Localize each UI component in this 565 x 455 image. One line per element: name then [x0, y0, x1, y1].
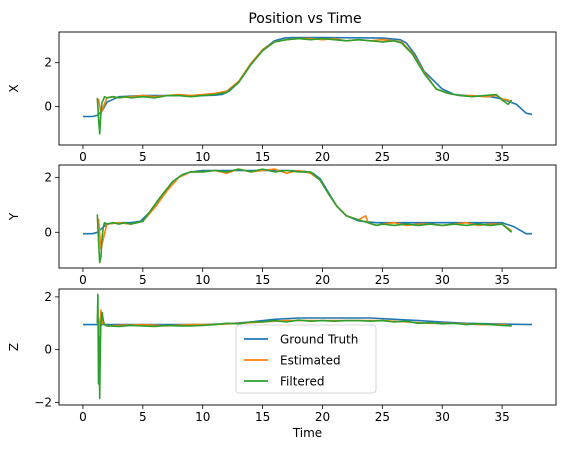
subplot-3: 0 5 10 15 20 25 30 35 −2 0 2 Z Time Ground Truth Estim…	[7, 288, 557, 440]
x-tick-label: 30	[435, 150, 450, 164]
x-tick-label: 10	[195, 410, 210, 424]
series-group	[83, 293, 533, 400]
chart-title: Position vs Time	[248, 11, 361, 27]
series-group	[83, 168, 532, 264]
x-tick-label: 0	[79, 410, 87, 424]
series-group	[83, 36, 533, 135]
x-tick-label: 15	[255, 273, 270, 287]
x-tick-label: 0	[79, 273, 87, 287]
x-tick-label: 30	[435, 410, 450, 424]
legend-label: Estimated	[280, 354, 341, 368]
x-tick-label: 0	[79, 150, 87, 164]
x-tick-label: 5	[139, 273, 147, 287]
legend-label: Filtered	[280, 375, 324, 389]
x-tick-label: 15	[255, 410, 270, 424]
axes-frame	[58, 288, 557, 406]
x-tick-label: 5	[139, 150, 147, 164]
x-tick-label: 35	[494, 150, 509, 164]
y-tick-label: 0	[44, 100, 52, 114]
legend-box	[235, 324, 377, 394]
y-tick-label: −2	[34, 395, 52, 409]
subplot-2: 0 5 10 15 20 25 30 35 0 2 Y	[7, 164, 557, 287]
x-tick-label: 15	[255, 150, 270, 164]
y-axis-label: X	[7, 84, 21, 92]
x-tick-label: 20	[315, 410, 330, 424]
y-tick-label: 0	[44, 343, 52, 357]
axes-frame	[58, 31, 557, 146]
series-line-filtered	[96, 168, 513, 264]
y-axis-label: Y	[7, 212, 21, 221]
y-tick-label: 2	[44, 170, 52, 184]
legend-label: Ground Truth	[280, 333, 358, 347]
y-tick-label: 2	[44, 56, 52, 70]
x-tick-label: 35	[494, 410, 509, 424]
series-line-filtered	[96, 37, 513, 135]
x-tick-label: 10	[195, 150, 210, 164]
y-axis-label: Z	[7, 343, 21, 351]
x-tick-label: 25	[375, 273, 390, 287]
x-tick-label: 20	[315, 150, 330, 164]
series-line-filtered	[96, 293, 512, 400]
x-tick-label: 25	[375, 150, 390, 164]
x-tick-label: 5	[139, 410, 147, 424]
x-tick-label: 35	[494, 273, 509, 287]
y-tick-label: 0	[44, 225, 52, 239]
x-tick-label: 20	[315, 273, 330, 287]
x-axis-label: Time	[292, 426, 322, 440]
subplot-1: 0 5 10 15 20 25 30 35 0 2 X	[7, 31, 557, 164]
legend: Ground Truth Estimated Filtered	[235, 324, 377, 394]
x-tick-label: 30	[435, 273, 450, 287]
y-tick-label: 2	[44, 290, 52, 304]
x-tick-label: 10	[195, 273, 210, 287]
axes-frame	[58, 164, 557, 269]
x-tick-label: 25	[375, 410, 390, 424]
